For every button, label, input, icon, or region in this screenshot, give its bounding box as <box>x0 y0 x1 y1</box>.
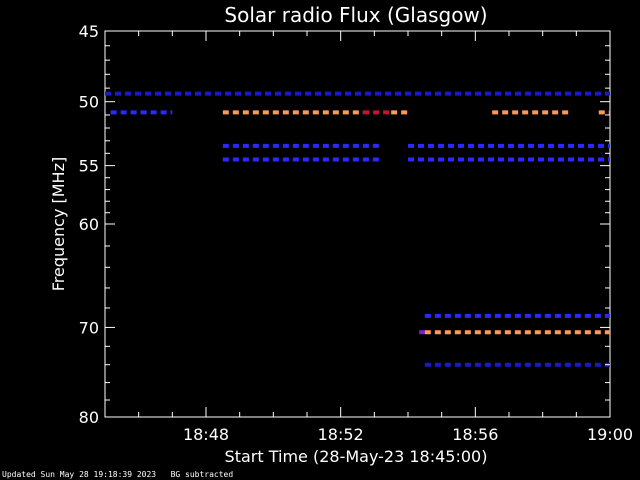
chart-title: Solar radio Flux (Glasgow) <box>224 3 487 27</box>
x-tick-label: 18:48 <box>183 425 229 444</box>
x-tick-label: 18:56 <box>452 425 498 444</box>
updated-timestamp: Updated Sun May 28 19:18:39 2023 <box>2 470 157 479</box>
y-tick-label: 45 <box>79 22 99 41</box>
bg-subtracted-note: BG subtracted <box>170 470 234 479</box>
y-tick-label: 80 <box>79 408 99 427</box>
y-tick-label: 60 <box>79 215 99 234</box>
x-axis-title: Start Time (28-May-23 18:45:00) <box>225 447 488 466</box>
y-axis: 45 50 55 60 70 80 <box>79 22 610 427</box>
y-axis-title: Frequency [MHz] <box>49 157 68 291</box>
x-tick-label: 19:00 <box>587 425 633 444</box>
y-tick-label: 55 <box>79 157 99 176</box>
y-tick-label: 70 <box>79 318 99 337</box>
y-tick-label: 50 <box>79 93 99 112</box>
x-tick-label: 18:52 <box>318 425 364 444</box>
x-axis: 18:48 18:52 18:56 19:00 <box>138 31 633 444</box>
footer: Updated Sun May 28 19:18:39 2023 BG subt… <box>2 470 233 479</box>
spectral-bands <box>105 91 610 367</box>
